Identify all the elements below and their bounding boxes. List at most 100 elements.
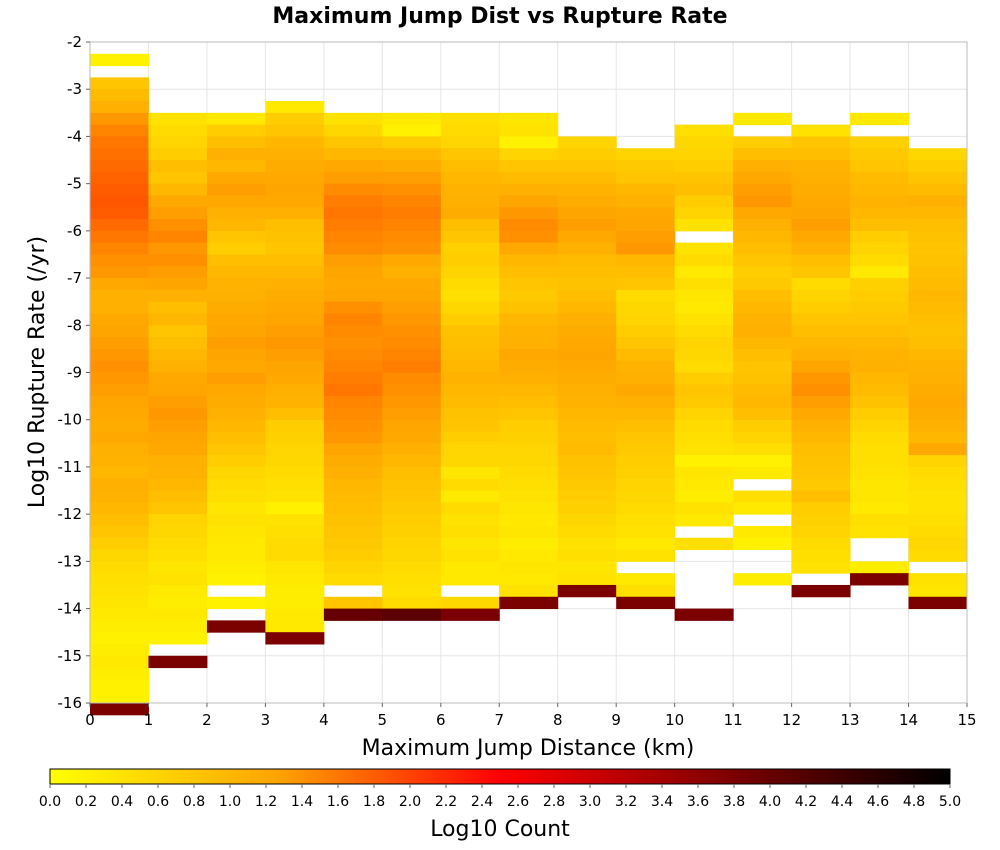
heatmap-cell xyxy=(382,160,442,173)
heatmap-cell xyxy=(148,372,208,385)
heatmap-cell xyxy=(850,136,910,149)
heatmap-cell xyxy=(674,514,734,527)
heatmap-cell xyxy=(90,431,149,444)
heatmap-cell xyxy=(206,313,266,326)
heatmap-cell xyxy=(850,466,910,480)
heatmap-cell xyxy=(90,278,149,291)
heatmap-cell xyxy=(90,525,149,539)
heatmap-cell xyxy=(733,407,793,421)
heatmap-cell xyxy=(499,455,559,468)
heatmap-cell xyxy=(440,112,500,126)
colorbar-tick-label: 0.0 xyxy=(39,794,61,810)
heatmap-cell xyxy=(265,337,325,350)
heatmap-cell xyxy=(440,160,500,173)
heatmap-cell xyxy=(499,219,559,232)
heatmap-cell xyxy=(674,360,734,373)
heatmap-cell xyxy=(265,242,325,255)
heatmap-cell xyxy=(90,679,149,692)
heatmap-cell xyxy=(850,160,910,173)
heatmap-cell xyxy=(499,431,559,444)
heatmap-cell xyxy=(206,348,266,362)
heatmap-cell xyxy=(323,478,383,492)
heatmap-cell xyxy=(440,301,500,314)
heatmap-cell xyxy=(733,230,793,244)
heatmap-cell xyxy=(674,242,734,255)
heatmap-cell xyxy=(557,407,617,421)
heatmap-cell xyxy=(791,171,851,185)
heatmap-cell xyxy=(908,230,968,244)
heatmap-cell xyxy=(733,325,793,338)
heatmap-cell xyxy=(674,396,734,409)
heatmap-cell xyxy=(499,148,559,161)
heatmap-cell xyxy=(265,136,325,149)
heatmap-cell xyxy=(382,301,442,314)
heatmap-cell xyxy=(557,549,617,562)
heatmap-cell xyxy=(90,207,149,220)
heatmap-cell xyxy=(557,419,617,433)
heatmap-cell xyxy=(382,455,442,468)
heatmap-cell xyxy=(908,431,968,444)
heatmap-cell xyxy=(265,207,325,220)
heatmap-cell xyxy=(674,384,734,397)
heatmap-cell xyxy=(90,643,149,657)
heatmap-cell xyxy=(440,124,500,137)
heatmap-cell xyxy=(148,443,208,456)
heatmap-cell xyxy=(90,667,149,680)
heatmap-cell xyxy=(616,183,676,196)
heatmap-cell xyxy=(908,219,968,232)
heatmap-cell xyxy=(733,289,793,303)
heatmap-cell xyxy=(323,242,383,255)
heatmap-cell xyxy=(440,360,500,373)
heatmap-cell xyxy=(557,183,617,196)
heatmap-cell xyxy=(557,171,617,185)
heatmap-cell xyxy=(90,230,149,244)
heatmap-cell xyxy=(206,195,266,208)
heatmap-cell xyxy=(499,124,559,137)
heatmap-cell xyxy=(733,148,793,161)
heatmap-cell xyxy=(148,596,208,610)
heatmap-cell xyxy=(382,608,442,621)
heatmap-cell xyxy=(733,136,793,149)
heatmap-cell xyxy=(557,490,617,503)
heatmap-cell xyxy=(557,478,617,492)
heatmap-cell xyxy=(499,254,559,267)
colorbar-tick-label: 1.6 xyxy=(327,794,349,810)
heatmap-cell xyxy=(850,254,910,267)
heatmap-cell xyxy=(382,537,442,551)
heatmap-cell xyxy=(440,289,500,303)
heatmap-cell xyxy=(148,337,208,350)
heatmap-cell xyxy=(791,242,851,255)
heatmap-cell xyxy=(733,313,793,326)
heatmap-cell xyxy=(674,254,734,267)
heatmap-cell xyxy=(616,443,676,456)
heatmap-cell xyxy=(90,301,149,314)
y-tick-label: -7 xyxy=(67,269,82,287)
x-tick-label: 6 xyxy=(436,711,446,729)
x-tick-label: 9 xyxy=(611,711,621,729)
heatmap-cell xyxy=(323,148,383,161)
colorbar-tick-label: 0.2 xyxy=(75,794,97,810)
heatmap-cell xyxy=(265,478,325,492)
heatmap-cell xyxy=(90,466,149,480)
heatmap-cell xyxy=(733,195,793,208)
heatmap-cell xyxy=(674,278,734,291)
heatmap-cell xyxy=(674,608,734,621)
heatmap-cell xyxy=(90,490,149,503)
heatmap-cell xyxy=(674,207,734,220)
colorbar-tick-label: 3.8 xyxy=(723,794,745,810)
heatmap-cell xyxy=(616,219,676,232)
heatmap-cell xyxy=(382,254,442,267)
heatmap-cell xyxy=(557,289,617,303)
heatmap-cell xyxy=(850,289,910,303)
heatmap-cell xyxy=(557,207,617,220)
heatmap-cell xyxy=(850,455,910,468)
heatmap-cell xyxy=(908,360,968,373)
heatmap-cell xyxy=(206,301,266,314)
x-tick-label: 13 xyxy=(841,711,860,729)
heatmap-cell xyxy=(440,230,500,244)
heatmap-cell xyxy=(382,396,442,409)
heatmap-cell xyxy=(499,136,559,149)
heatmap-cell xyxy=(616,195,676,208)
heatmap-cell xyxy=(733,396,793,409)
x-tick-label: 15 xyxy=(957,711,976,729)
